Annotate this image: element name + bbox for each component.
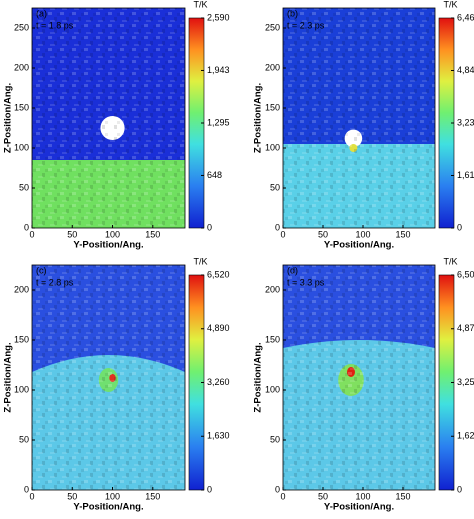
x-axis-label: Y-Position/Ang. — [324, 502, 394, 513]
plot-frame — [282, 7, 436, 229]
x-tick-label: 100 — [355, 491, 370, 501]
colorbar-tick-label: 0 — [207, 222, 212, 232]
x-axis-label: Y-Position/Ang. — [73, 240, 143, 251]
y-tick-label: 250 — [265, 22, 280, 32]
x-tick-label: 0 — [29, 491, 34, 501]
y-axis-label: Z-Position/Ang. — [3, 83, 14, 153]
colorbar-tick-label: 1,943 — [207, 65, 230, 75]
panel: 0 50 100 150 0 50 100 150 200 250 Y-Position/Ang. Z… — [253, 0, 474, 251]
colorbar-tick-label: 0 — [207, 484, 212, 494]
y-tick-label: 200 — [265, 62, 280, 72]
colorbar-tick-label: 1,615 — [457, 170, 474, 180]
y-tick-label: 200 — [14, 62, 29, 72]
colorbar-label: T/K — [193, 256, 207, 266]
plot-frame — [31, 264, 186, 491]
colorbar-tick-label: 0 — [457, 222, 462, 232]
panel: 0 50 100 150 0 50 100 150 200 Y-Position/Ang. Z-Po… — [253, 256, 474, 512]
colorbar-tick-label: 3,230 — [457, 117, 474, 127]
x-axis-label: Y-Position/Ang. — [73, 502, 143, 513]
y-tick-label: 100 — [14, 142, 29, 152]
colorbar-label: T/K — [193, 0, 207, 9]
x-tick-label: 0 — [280, 491, 285, 501]
y-tick-label: 50 — [270, 182, 280, 192]
x-tick-label: 100 — [105, 229, 120, 239]
x-tick-label: 150 — [145, 491, 160, 501]
colorbar-label: T/K — [443, 256, 457, 266]
temperature-field — [32, 8, 185, 228]
x-tick-label: 150 — [395, 229, 410, 239]
texture — [283, 8, 435, 228]
annotation: t = 3.3 ps — [287, 277, 325, 287]
y-tick-label: 50 — [19, 182, 29, 192]
y-axis-label: Z-Position/Ang. — [3, 342, 14, 412]
texture — [32, 8, 185, 228]
colorbar-tick-label: 4,875 — [457, 323, 474, 333]
y-tick-label: 0 — [275, 222, 280, 232]
colorbar-tick-label: 1,295 — [207, 117, 230, 127]
colorbar-label: T/K — [443, 0, 457, 9]
colorbar-tick-label: 4,845 — [457, 65, 474, 75]
colorbar-tick-label: 2,590 — [207, 12, 230, 22]
panel-label: (b) — [287, 8, 298, 18]
y-axis-label: Z-Position/Ang. — [253, 342, 264, 412]
x-tick-label: 50 — [67, 229, 77, 239]
panel: 0 50 100 150 0 50 100 150 200 250 Y-Position/Ang. Z… — [3, 0, 230, 251]
y-tick-label: 250 — [14, 22, 29, 32]
x-tick-label: 0 — [280, 229, 285, 239]
y-tick-label: 0 — [24, 484, 29, 494]
y-tick-label: 100 — [14, 384, 29, 394]
x-tick-label: 100 — [105, 491, 120, 501]
texture — [32, 265, 185, 490]
temperature-field — [283, 265, 435, 490]
y-tick-label: 100 — [265, 384, 280, 394]
y-tick-label: 150 — [265, 334, 280, 344]
y-tick-label: 0 — [275, 484, 280, 494]
y-tick-label: 200 — [14, 284, 29, 294]
colorbar-tick-label: 3,250 — [457, 377, 474, 387]
colorbar-tick-label: 648 — [207, 170, 222, 180]
y-tick-label: 200 — [265, 284, 280, 294]
panel: 0 50 100 150 0 50 100 150 200 Y-Position/Ang. Z-Po… — [3, 256, 230, 512]
x-tick-label: 150 — [145, 229, 160, 239]
x-tick-label: 0 — [29, 229, 34, 239]
panel-label: (d) — [287, 265, 298, 275]
colorbar-tick-label: 6,520 — [207, 269, 230, 279]
plot-frame — [282, 264, 436, 491]
x-tick-label: 50 — [318, 491, 328, 501]
colorbar-tick-label: 6,460 — [457, 12, 474, 22]
x-tick-label: 100 — [355, 229, 370, 239]
annotation: t = 2.8 ps — [36, 277, 74, 287]
temperature-field — [32, 265, 185, 490]
temperature-field — [283, 8, 435, 228]
y-tick-label: 50 — [19, 434, 29, 444]
annotation: t = 2.3 ps — [287, 20, 325, 30]
y-tick-label: 100 — [265, 142, 280, 152]
y-tick-label: 150 — [14, 102, 29, 112]
texture — [283, 265, 435, 490]
colorbar-tick-label: 4,890 — [207, 323, 230, 333]
x-tick-label: 150 — [395, 491, 410, 501]
y-tick-label: 150 — [14, 334, 29, 344]
y-tick-label: 150 — [265, 102, 280, 112]
y-axis-label: Z-Position/Ang. — [253, 83, 264, 153]
x-tick-label: 50 — [318, 229, 328, 239]
x-axis-label: Y-Position/Ang. — [324, 240, 394, 251]
colorbar-tick-label: 1,630 — [207, 431, 230, 441]
panel-label: (c) — [36, 265, 47, 275]
plot-frame — [31, 7, 186, 229]
colorbar-tick-label: 1,625 — [457, 431, 474, 441]
y-tick-label: 0 — [24, 222, 29, 232]
panel-label: (a) — [36, 8, 47, 18]
colorbar-tick-label: 3,260 — [207, 377, 230, 387]
colorbar-tick-label: 0 — [457, 484, 462, 494]
annotation: t = 1.8 ps — [36, 20, 74, 30]
x-tick-label: 50 — [67, 491, 77, 501]
colorbar-tick-label: 6,500 — [457, 269, 474, 279]
y-tick-label: 50 — [270, 434, 280, 444]
